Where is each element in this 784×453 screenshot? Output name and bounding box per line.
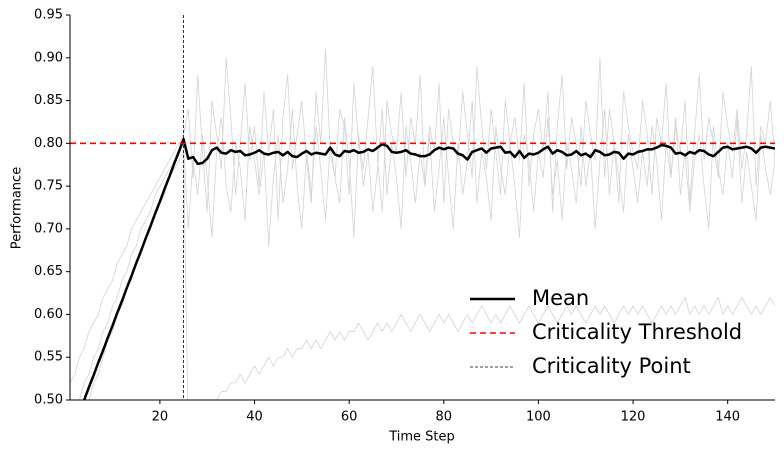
y-tick-label: 0.90: [34, 50, 63, 65]
y-tick-label: 0.65: [34, 264, 63, 279]
x-tick-label: 20: [152, 410, 169, 425]
y-tick-label: 0.95: [34, 8, 63, 23]
legend-label: Mean: [532, 286, 589, 310]
y-tick-label: 0.85: [34, 93, 63, 108]
plot-area: [70, 15, 775, 400]
y-axis-label: Performance: [10, 167, 25, 249]
legend-label: Criticality Threshold: [532, 320, 742, 344]
y-tick-label: 0.75: [34, 179, 63, 194]
y-tick-label: 0.80: [34, 136, 63, 151]
y-tick-label: 0.50: [34, 393, 63, 408]
mean-line: [82, 137, 775, 400]
x-tick-label: 40: [246, 410, 263, 425]
x-axis-label: Time Step: [388, 430, 455, 445]
x-tick-label: 80: [436, 410, 453, 425]
y-tick-label: 0.70: [34, 221, 63, 236]
x-tick-label: 120: [621, 410, 646, 425]
x-tick-label: 100: [526, 410, 551, 425]
y-tick-label: 0.60: [34, 307, 63, 322]
x-tick-label: 140: [715, 410, 740, 425]
x-tick-label: 60: [341, 410, 358, 425]
trace-line: [70, 48, 775, 384]
legend-label: Criticality Point: [532, 354, 691, 378]
trace-line: [79, 100, 775, 400]
trace-line: [88, 151, 775, 400]
y-tick-label: 0.55: [34, 350, 63, 365]
